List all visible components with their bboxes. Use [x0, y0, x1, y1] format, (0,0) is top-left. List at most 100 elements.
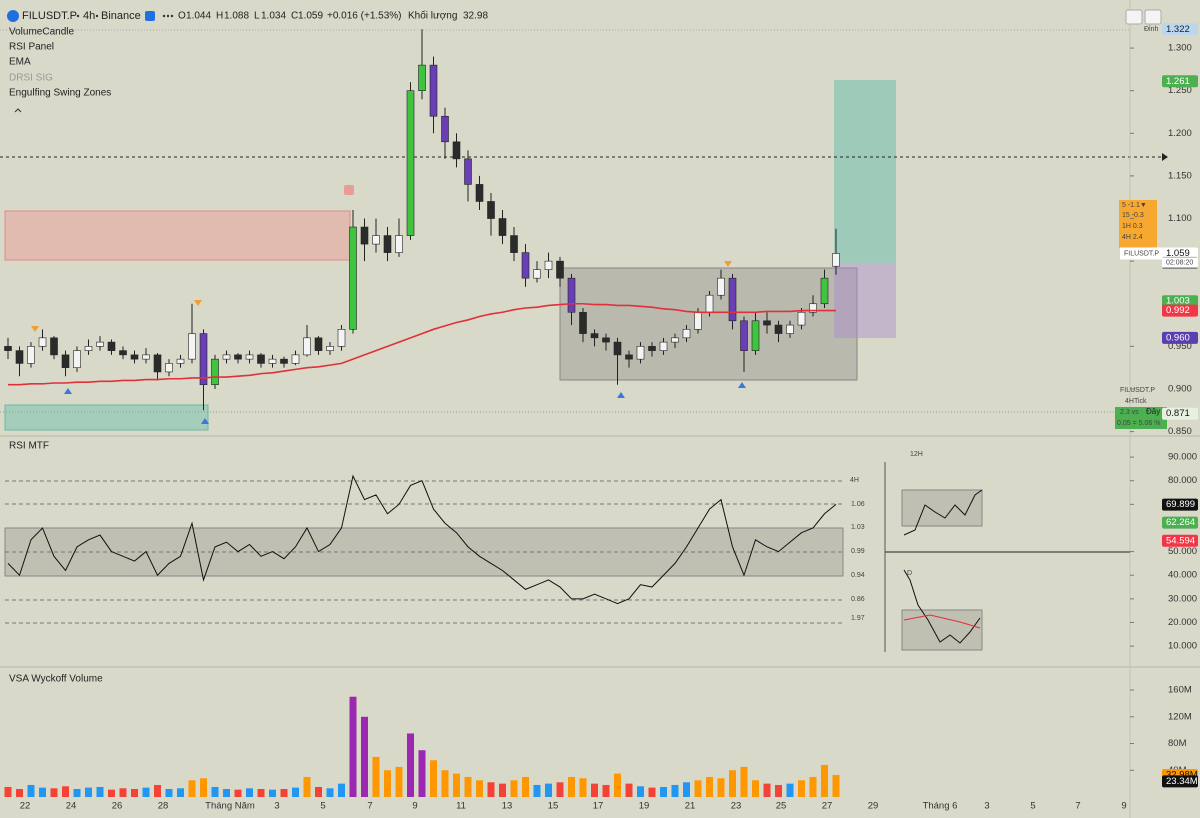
price-badge-label: 23.34M [1166, 776, 1198, 787]
candle-body [337, 329, 346, 347]
volume-bar [177, 788, 184, 797]
level-arrow [1162, 153, 1168, 161]
candle-body [291, 354, 300, 364]
candle-body [625, 354, 633, 360]
peak-label: Đỉnh [1144, 25, 1159, 33]
volume-bar [142, 787, 150, 797]
rsi-band [4, 527, 844, 577]
ohlc-value: 1.088 [224, 11, 249, 22]
x-tick-label: 11 [456, 801, 466, 812]
tick-tf: 4HTick [1125, 398, 1147, 405]
volume-bar [430, 760, 437, 797]
more-dot[interactable] [170, 14, 174, 18]
candle-body [211, 358, 219, 386]
mtf-row: 5 -1.1▼ [1122, 202, 1147, 209]
volume-bar [246, 788, 253, 797]
candle-body [234, 354, 242, 360]
candle-body [188, 333, 196, 360]
price-badge-label: 0.960 [1166, 332, 1190, 343]
candle-body [360, 226, 369, 245]
candle-body [498, 218, 507, 236]
symbol-tag-bg [1120, 247, 1162, 260]
volume-bar [464, 776, 472, 797]
y-tick-label: 80.000 [1168, 475, 1197, 486]
candle-body [475, 184, 484, 202]
price-badge [1162, 295, 1198, 308]
indicator-label[interactable]: RSI Panel [9, 42, 54, 53]
mtf-box [901, 609, 983, 651]
volume-bar [349, 696, 357, 797]
candle-body [487, 201, 495, 219]
indicator-label[interactable]: DRSI SIG [9, 73, 53, 84]
y-tick-label: 20.000 [1168, 617, 1197, 628]
interval[interactable]: 4h [83, 10, 95, 22]
volume-bar [614, 773, 621, 797]
range-box [559, 267, 858, 381]
volume-bar [476, 780, 483, 797]
candle-body [349, 226, 357, 330]
more-dot[interactable] [162, 14, 166, 18]
candle-body [510, 235, 518, 253]
rsi-level-label: 0.94 [851, 572, 865, 579]
volume-bar [96, 786, 104, 797]
more-dot[interactable] [166, 14, 170, 18]
volume-bar [660, 786, 667, 797]
candle-body [153, 354, 162, 373]
volume-bar [372, 756, 380, 797]
settings-button[interactable] [1144, 9, 1162, 25]
volume-bar [798, 780, 805, 797]
volume-bar [188, 780, 196, 797]
candle-body [303, 337, 311, 356]
mtf-rsi [903, 489, 983, 536]
candle-body [326, 346, 334, 351]
candle-body [50, 337, 58, 356]
countdown-bg [1162, 257, 1198, 268]
symbol[interactable]: FILUSDT.P [22, 10, 77, 22]
price-badge-label: 1.322 [1166, 24, 1190, 35]
volume-bar [499, 783, 506, 797]
x-tick-label: 13 [502, 801, 513, 812]
y-tick-label: 80M [1168, 738, 1187, 749]
volume-bar [763, 783, 771, 797]
volume-bar [441, 770, 449, 797]
volume-bar [73, 788, 81, 797]
scroll-button[interactable] [1125, 9, 1143, 25]
candle-body [556, 260, 564, 279]
x-tick-label: 29 [868, 801, 879, 812]
x-tick-label: 15 [548, 801, 559, 812]
candle-body [372, 235, 380, 245]
x-tick-label: 22 [20, 801, 31, 812]
candle-body [820, 277, 829, 305]
candle-body [717, 277, 725, 296]
volume-bar [62, 786, 69, 797]
candle-body [648, 346, 656, 351]
rsi-level-label: 0.86 [851, 596, 865, 603]
volume-bar [775, 784, 782, 797]
indicator-label[interactable]: Engulfing Swing Zones [9, 88, 111, 99]
candle-body [268, 358, 277, 364]
separator-dot [76, 14, 80, 18]
stop-zone [834, 263, 896, 338]
candle-body [590, 333, 599, 339]
collapse-icon[interactable] [14, 108, 22, 113]
volume-bar [119, 788, 127, 797]
swing-marker [738, 382, 746, 388]
x-tick-label: 5 [1030, 801, 1035, 812]
y-tick-label: 120M [1168, 711, 1192, 722]
mtf-box [901, 489, 983, 527]
flag-icon[interactable] [145, 11, 155, 21]
rsi-line [7, 474, 837, 605]
indicator-label[interactable]: EMA [9, 57, 31, 68]
x-tick-label: 27 [822, 801, 833, 812]
volume-bar [154, 784, 161, 797]
candle-body [567, 277, 576, 313]
candle-body [280, 358, 288, 364]
volume-bar [545, 783, 552, 797]
x-tick-label: 23 [731, 801, 742, 812]
pane-title: VSA Wyckoff Volume [9, 674, 103, 685]
indicator-label[interactable]: VolumeCandle [9, 27, 74, 38]
x-tick-label: 19 [639, 801, 650, 812]
symbol-tag: FILUSDT.P [1124, 250, 1159, 257]
swing-marker [724, 261, 732, 267]
volume-bar [752, 780, 759, 797]
